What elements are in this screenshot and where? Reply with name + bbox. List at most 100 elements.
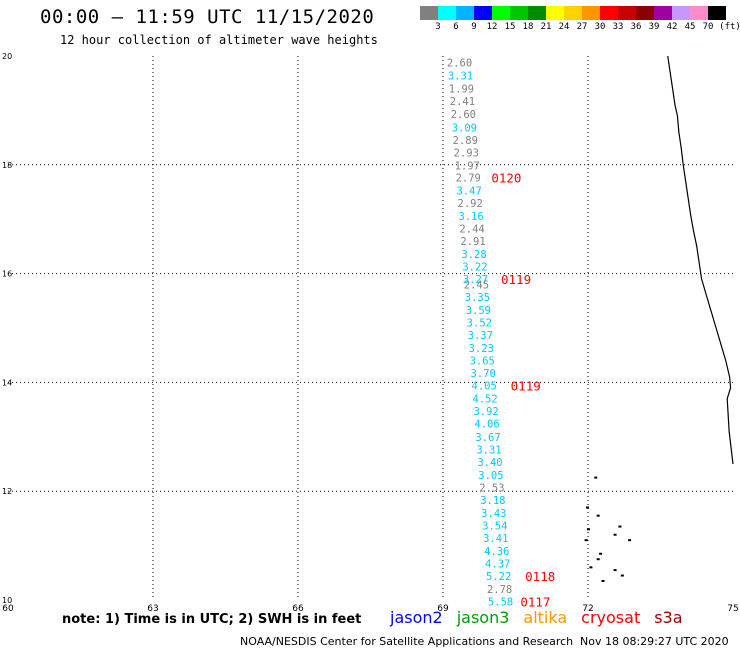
pass-time-label: 0119: [511, 379, 541, 394]
legend-label: 12: [486, 22, 498, 32]
legend-label: 70: [702, 22, 714, 32]
legend-swatch: [618, 6, 636, 20]
island-mark: [587, 528, 590, 531]
island-mark: [594, 476, 598, 479]
pass-time-label: 0117: [520, 595, 550, 610]
y-tick-label: 20: [2, 52, 12, 61]
wave-height-label: 3.67: [475, 432, 500, 444]
satellite-legend: jason2 jason3 altika cryosat s3a: [390, 608, 697, 627]
legend-swatch: [708, 6, 726, 20]
wave-height-label: 3.41: [483, 533, 508, 545]
wave-height-label: 1.99: [449, 84, 474, 96]
legend-label: 18: [522, 22, 534, 32]
island-mark: [586, 506, 590, 509]
wave-height-label: 3.65: [470, 356, 495, 368]
island-mark: [628, 539, 632, 542]
wave-height-label: 2.53: [479, 482, 504, 494]
wave-height-label: 2.44: [459, 223, 484, 235]
legend-label: 3: [435, 22, 441, 32]
legend-swatch: [690, 6, 708, 20]
wave-height-label: 3.52: [467, 318, 492, 330]
y-tick-label: 10: [2, 596, 12, 605]
satellite-s3a: s3a: [654, 608, 683, 627]
legend-label: 21: [540, 22, 552, 32]
island-mark: [584, 539, 588, 542]
wave-height-label: 3.22: [462, 262, 487, 274]
footer-note: note: 1) Time is in UTC; 2) SWH is in fe…: [62, 612, 362, 627]
legend-label: 33: [612, 22, 624, 32]
satellite-jason3: jason3: [456, 608, 510, 627]
wave-height-label: 4.36: [484, 546, 509, 558]
x-tick-label: 75: [727, 604, 738, 614]
wave-height-label: 3.31: [448, 71, 473, 83]
wave-height-label: 5.58: [488, 597, 513, 609]
wave-height-label: 3.70: [471, 368, 496, 380]
chart-title: 00:00 – 11:59 UTC 11/15/2020: [40, 6, 375, 28]
wave-height-label: 3.31: [476, 444, 501, 456]
island-mark: [613, 569, 617, 572]
island-mark: [618, 525, 622, 528]
wave-height-label: 3.43: [481, 508, 506, 520]
color-scale-legend: [420, 6, 726, 20]
y-tick-label: 14: [2, 378, 12, 387]
legend-label: (ft): [719, 22, 740, 32]
chart-subtitle: 12 hour collection of altimeter wave hei…: [60, 33, 378, 47]
y-tick-label: 12: [2, 487, 12, 496]
pass-time-label: 0118: [525, 569, 555, 584]
wave-height-label: 2.79: [456, 172, 481, 184]
legend-label: 24: [558, 22, 570, 32]
x-tick-label: 72: [582, 604, 593, 614]
legend-swatch: [474, 6, 492, 20]
legend-label: 27: [576, 22, 588, 32]
legend-label: 36: [630, 22, 642, 32]
legend-label: 45: [684, 22, 696, 32]
wave-height-label: 2.45: [464, 279, 489, 291]
wave-height-label: 3.09: [452, 122, 477, 134]
legend-label: 30: [594, 22, 606, 32]
legend-swatch: [528, 6, 546, 20]
wave-height-label: 4.52: [472, 394, 497, 406]
island-mark: [596, 514, 600, 517]
wave-height-label: 2.89: [453, 135, 478, 147]
wave-height-label: 2.91: [460, 236, 485, 248]
wave-height-label: 2.60: [451, 109, 476, 121]
legend-swatch: [636, 6, 654, 20]
wave-height-label: 2.92: [458, 198, 483, 210]
legend-swatch: [564, 6, 582, 20]
wave-height-label: 5.22: [486, 571, 511, 583]
wave-height-label: 3.18: [480, 495, 505, 507]
wave-height-label: 3.35: [465, 292, 490, 304]
satellite-altika: altika: [523, 608, 568, 627]
wave-height-label: 4.06: [474, 419, 499, 431]
wave-height-label: 2.78: [487, 584, 512, 596]
wave-height-label: 3.54: [482, 520, 507, 532]
wave-height-label: 4.05: [472, 381, 497, 393]
x-tick-label: 60: [2, 604, 14, 614]
wave-height-label: 3.05: [478, 470, 503, 482]
island-mark: [601, 579, 605, 582]
satellite-jason2: jason2: [390, 608, 443, 627]
legend-swatch: [672, 6, 690, 20]
y-tick-label: 18: [2, 161, 12, 170]
legend-swatch: [582, 6, 600, 20]
timestamp-text: Nov 18 08:29:27 UTC 2020: [580, 635, 729, 648]
wave-height-label: 3.37: [468, 330, 493, 342]
legend-swatch: [420, 6, 438, 20]
wave-height-label: 3.40: [477, 457, 502, 469]
legend-label: 15: [504, 22, 516, 32]
legend-swatch: [600, 6, 618, 20]
wave-height-label: 3.23: [469, 343, 494, 355]
legend-label: 39: [648, 22, 660, 32]
legend-label: 42: [666, 22, 678, 32]
wave-height-label: 3.28: [461, 249, 486, 261]
island-mark: [620, 574, 624, 577]
legend-label: 9: [471, 22, 477, 32]
x-tick-label: 66: [292, 604, 304, 614]
wave-height-label: 3.27: [463, 274, 488, 286]
island-mark: [599, 552, 603, 555]
y-tick-label: 16: [2, 270, 12, 279]
pass-time-label: 0120: [491, 170, 521, 185]
island-mark: [589, 566, 593, 569]
coastline: [667, 55, 734, 465]
legend-swatch: [438, 6, 456, 20]
